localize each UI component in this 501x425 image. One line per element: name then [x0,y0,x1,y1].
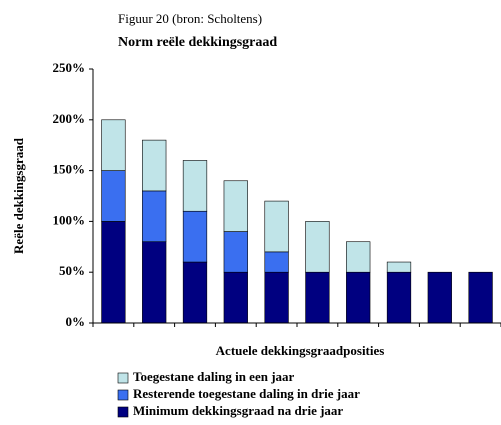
bar-segment [182,210,208,263]
y-tick-label: 100% [53,212,86,227]
bar-segment [101,119,126,171]
bar-segment [142,241,167,324]
legend-label: Toegestane daling in een jaar [133,369,295,384]
legend-swatch [117,389,129,401]
bar-segment [427,271,452,324]
bar-segment [264,251,289,273]
y-tick-label: 0% [66,314,86,329]
x-axis-title: Actuele dekkingsgraadposities [216,343,385,358]
bar-segment [468,271,493,324]
legend-label: Resterende toegestane daling in drie jaa… [133,386,360,401]
bar-segment [182,160,208,212]
bar-segment [142,139,167,192]
bar-segment [346,241,371,273]
chart-subtitle: Figuur 20 (bron: Scholtens) [118,11,262,26]
legend-swatch [117,372,129,384]
bar-segment [223,231,248,273]
y-axis-title: Reële dekkingsgraad [11,137,26,254]
bar-segment [182,261,208,324]
y-tick-label: 150% [53,162,86,177]
bar-segment [223,271,248,324]
bar-segment [305,221,330,273]
bar-segment [386,261,412,273]
y-tick-label: 50% [59,263,85,278]
legend-swatch [117,406,129,418]
bar-segment [264,200,289,253]
bar-segment [386,271,412,324]
y-tick-label: 250% [53,60,86,75]
bar-segment [305,271,330,324]
bar-segment [223,180,248,232]
bar-segment [101,221,126,324]
bar-segment [101,170,126,222]
bar-segment [264,271,289,324]
y-tick-label: 200% [53,111,86,126]
chart-title: Norm reële dekkingsgraad [118,35,277,50]
bar-segment [346,271,371,324]
legend-label: Minimum dekkingsgraad na drie jaar [133,403,343,418]
bar-segment [142,190,167,243]
